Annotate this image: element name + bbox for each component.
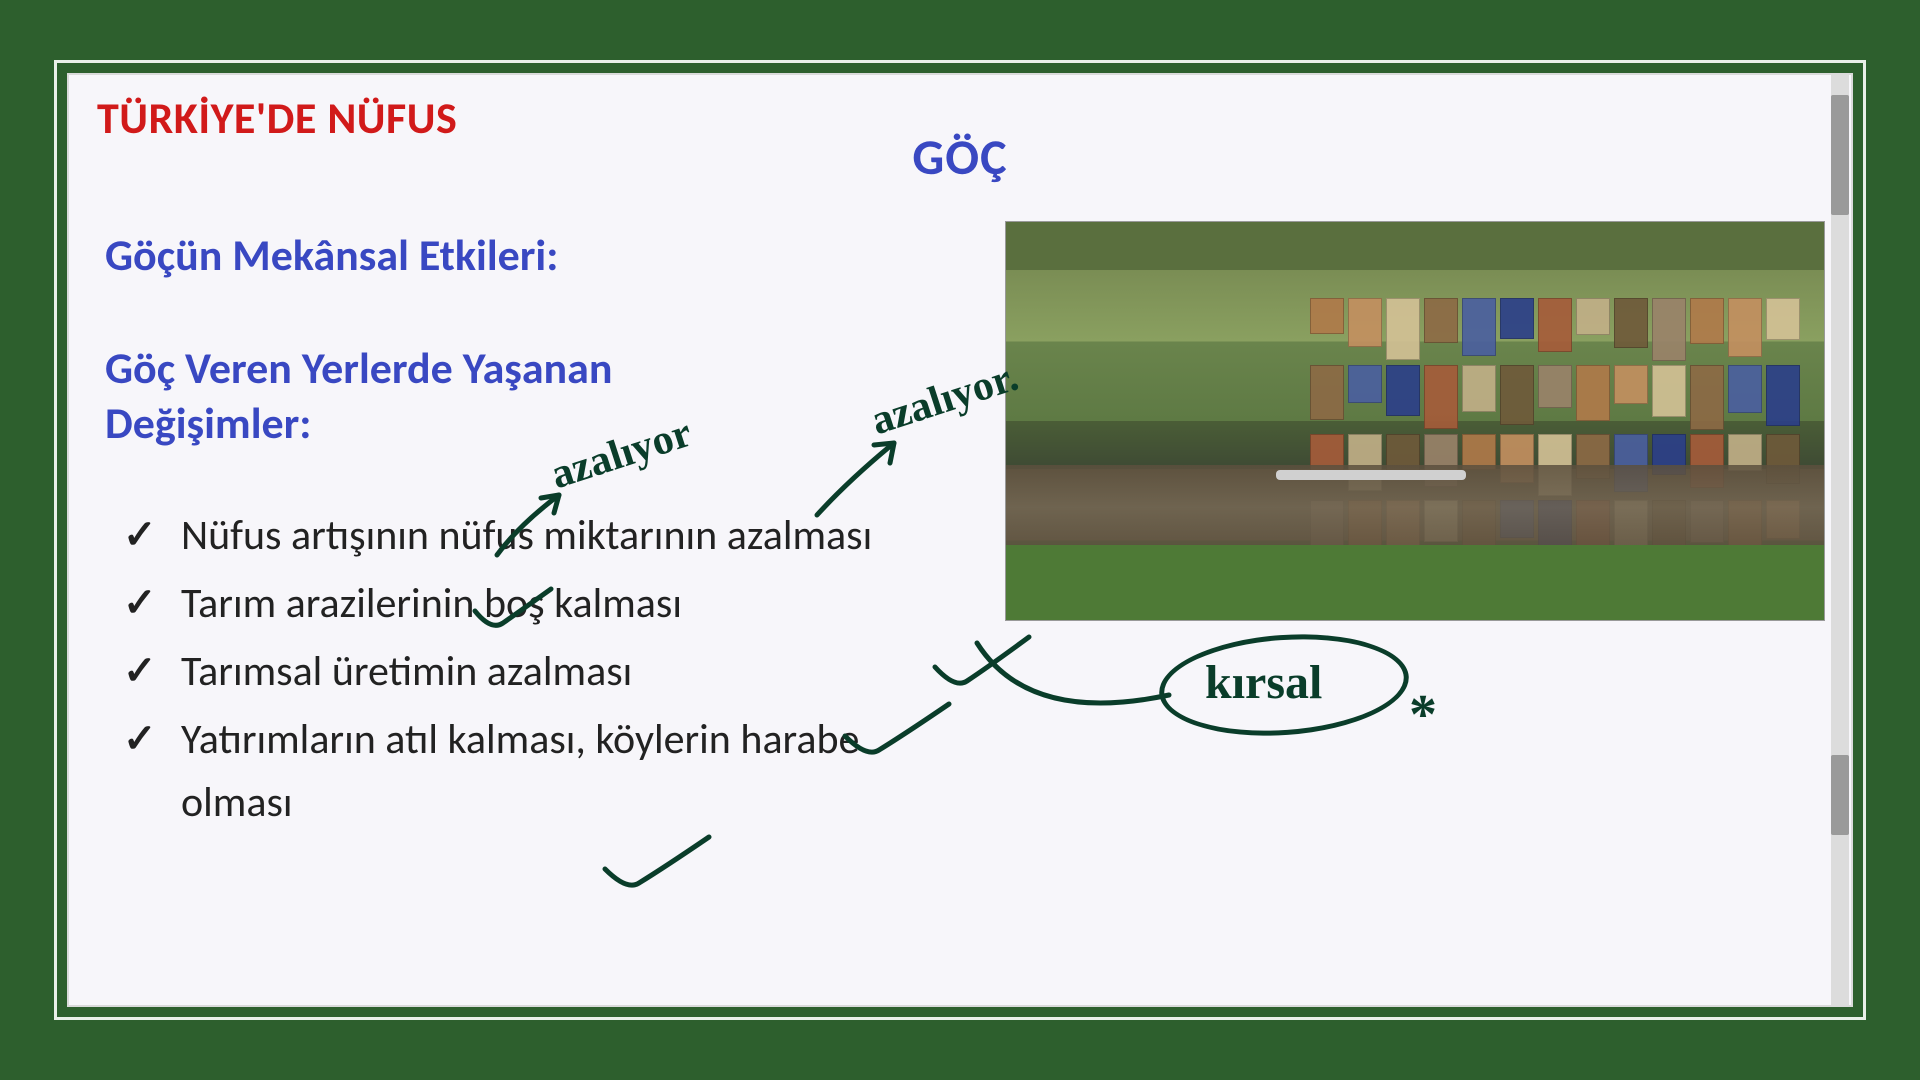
slide-canvas: TÜRKİYE'DE NÜFUS GÖÇ Göçün Mekânsal Etki… [67,73,1853,1007]
outer-frame: TÜRKİYE'DE NÜFUS GÖÇ Göçün Mekânsal Etki… [54,60,1866,1020]
photo-building-block [1386,365,1420,416]
photo-building-block [1614,365,1648,404]
photo-building-block [1462,365,1496,412]
subtitle-2: Göç Veren Yerlerde Yaşanan Değişimler: [105,341,613,451]
photo-building-block [1652,298,1686,361]
bullet-text: Nüfus artışının nüfus miktarının azalmas… [181,510,872,561]
photo-building-block [1462,298,1496,356]
photo-building-block [1348,365,1382,403]
photo-building-block [1386,298,1420,360]
photo-building-block [1500,365,1534,425]
photo-building-block [1424,365,1458,429]
vertical-scrollbar[interactable] [1831,75,1849,1005]
photo-building-block [1766,365,1800,426]
town-photo [1005,221,1825,621]
bullet-list: Nüfus artışının nüfus miktarının azalmas… [123,505,963,840]
photo-building-block [1310,365,1344,420]
photo-building-block [1348,298,1382,347]
circled-annotation: kırsal [1159,635,1409,735]
photo-grass [1006,545,1824,620]
slide-title: GÖÇ [912,127,1007,188]
circled-label: kırsal [1205,655,1322,710]
photo-building-block [1652,365,1686,417]
bullet-text: Tarım arazilerinin boş kalması [181,578,682,629]
photo-building-block [1614,298,1648,348]
photo-building-block [1538,365,1572,408]
handwriting-note-2: azalıyor. [865,353,1024,445]
scrollbar-thumb[interactable] [1831,755,1849,835]
photo-building-block [1310,298,1344,334]
connector-icon [969,635,1189,745]
photo-building-block [1690,365,1724,430]
handwritten-tick-icon [599,833,719,893]
photo-building-block [1500,298,1534,339]
subtitle-1: Göçün Mekânsal Etkileri: [105,228,558,282]
photo-building-block [1576,298,1610,335]
star-annotation: * [1409,683,1437,747]
photo-building-block [1424,298,1458,343]
scrollbar-thumb[interactable] [1831,95,1849,215]
photo-building-block [1690,298,1724,344]
photo-bridge [1276,470,1466,480]
photo-building-block [1728,365,1762,413]
bullet-text: Tarımsal üretimin azalması [181,646,632,697]
photo-building-block [1728,298,1762,357]
photo-building-block [1538,298,1572,352]
list-item: Tarımsal üretimin azalması [123,641,963,703]
slide-header: TÜRKİYE'DE NÜFUS [97,91,457,145]
bullet-text: Yatırımların atıl kalması, köylerin hara… [181,714,859,827]
photo-building-block [1766,298,1800,340]
list-item: Yatırımların atıl kalması, köylerin hara… [123,709,963,833]
list-item: Tarım arazilerinin boş kalması [123,573,963,635]
photo-building-block [1576,365,1610,421]
list-item: Nüfus artışının nüfus miktarının azalmas… [123,505,963,567]
